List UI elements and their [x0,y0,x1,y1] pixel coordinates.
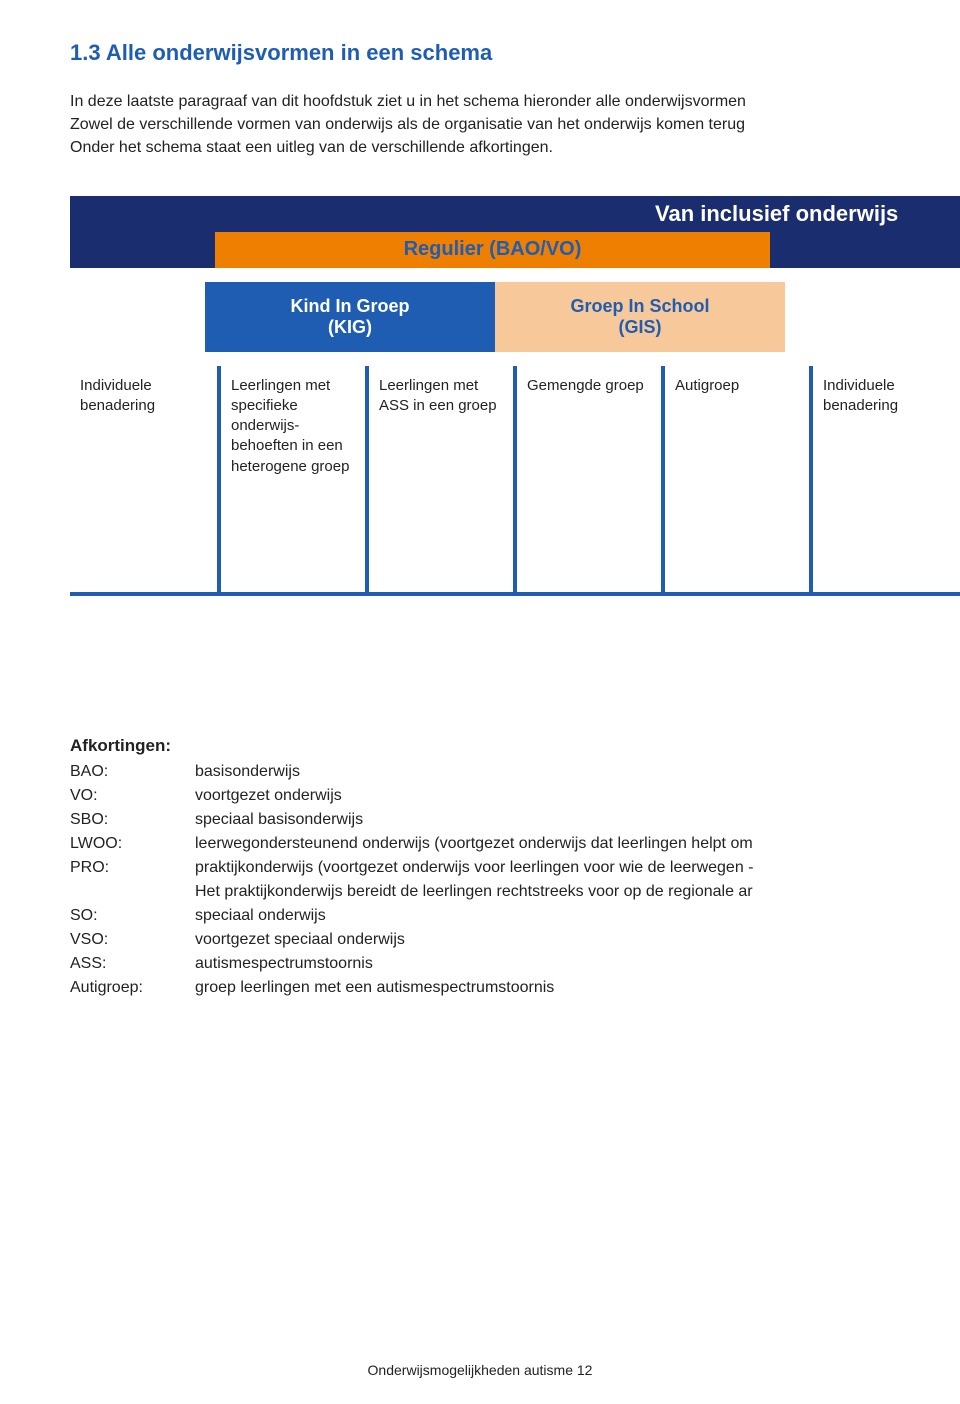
abbr-row: BAO:basisonderwijs [70,760,960,784]
abbr-val: groep leerlingen met een autismespectrum… [195,976,960,1000]
abbr-row: Het praktijkonderwijs bereidt de leerlin… [70,880,960,904]
schema-cell: Individuele benadering [811,366,960,596]
abbr-row: VO:voortgezet onderwijs [70,784,960,808]
abbr-val: autismespectrumstoornis [195,952,960,976]
abbr-val: Het praktijkonderwijs bereidt de leerlin… [195,880,960,904]
gis-label: Groep In School (GIS) [495,282,785,352]
abbr-key: VSO: [70,928,195,952]
intro-paragraph: In deze laatste paragraaf van dit hoofds… [70,90,930,160]
abbr-heading: Afkortingen: [70,736,960,756]
schema-cell: Leerlingen met specifieke onderwijs-beho… [219,366,367,596]
regulier-label: Regulier (BAO/VO) [215,232,770,268]
gis-line: (GIS) [619,317,662,338]
kig-label: Kind In Groep (KIG) [205,282,495,352]
abbr-key: PRO: [70,856,195,880]
page-footer: Onderwijsmogelijkheden autisme 12 [0,1362,960,1378]
abbr-row: PRO:praktijkonderwijs (voortgezet onderw… [70,856,960,880]
abbr-row: SO:speciaal onderwijs [70,904,960,928]
abbr-val: basisonderwijs [195,760,960,784]
abbr-val: praktijkonderwijs (voortgezet onderwijs … [195,856,960,880]
intro-line: In deze laatste paragraaf van dit hoofds… [70,93,746,110]
abbr-key: ASS: [70,952,195,976]
schema-header-right-label: Van inclusief onderwijs [625,196,960,232]
abbr-row: Autigroep:groep leerlingen met een autis… [70,976,960,1000]
abbr-val: speciaal basisonderwijs [195,808,960,832]
schema-cell: Gemengde groep [515,366,663,596]
abbr-row: ASS:autismespectrumstoornis [70,952,960,976]
section-title: 1.3 Alle onderwijsvormen in een schema [70,40,960,66]
abbreviations-block: Afkortingen: BAO:basisonderwijs VO:voort… [70,736,960,1000]
abbr-row: SBO:speciaal basisonderwijs [70,808,960,832]
kig-line: Kind In Groep [291,296,410,317]
abbr-key: LWOO: [70,832,195,856]
gis-line: Groep In School [570,296,709,317]
abbr-val: voortgezet speciaal onderwijs [195,928,960,952]
schema-gap [70,268,960,282]
abbr-val: speciaal onderwijs [195,904,960,928]
abbr-val: voortgezet onderwijs [195,784,960,808]
abbr-row: LWOO:leerwegondersteunend onderwijs (voo… [70,832,960,856]
onderwijs-schema: Van inclusief onderwijs Regulier (BAO/VO… [70,196,960,646]
abbr-key: SO: [70,904,195,928]
abbr-key: BAO: [70,760,195,784]
kig-line: (KIG) [328,317,372,338]
schema-cell: Autigroep [663,366,811,596]
abbr-key: Autigroep: [70,976,195,1000]
abbr-key [70,880,195,904]
schema-gap [70,352,960,366]
abbr-key: VO: [70,784,195,808]
schema-cell: Leerlingen met ASS in een groep [367,366,515,596]
abbr-row: VSO:voortgezet speciaal onderwijs [70,928,960,952]
schema-cell: Individuele benadering [70,366,219,596]
intro-line: Onder het schema staat een uitleg van de… [70,139,553,156]
intro-line: Zowel de verschillende vormen van onderw… [70,116,745,133]
abbr-val: leerwegondersteunend onderwijs (voortgez… [195,832,960,856]
abbr-key: SBO: [70,808,195,832]
